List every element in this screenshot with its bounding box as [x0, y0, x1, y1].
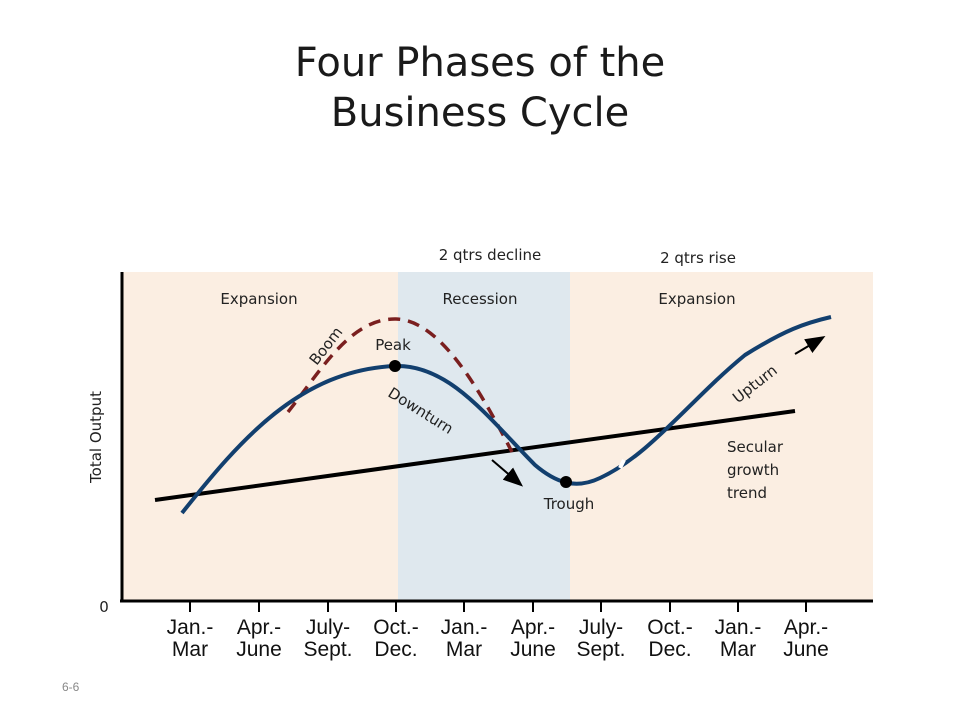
expansion-band-left	[122, 272, 398, 600]
quarter-4-line-1: Oct.-	[373, 616, 419, 639]
trend-label-line-1: Secular	[727, 438, 784, 456]
quarter-5-line-2: Mar	[446, 638, 482, 661]
quarter-3-line-1: July-	[306, 616, 350, 639]
rise-note: 2 qtrs rise	[660, 249, 736, 267]
decline-note: 2 qtrs decline	[439, 246, 542, 264]
x-tick-marks	[189, 601, 807, 612]
quarter-4-line-2: Dec.	[374, 638, 417, 661]
quarter-3-line-2: Sept.	[303, 638, 352, 661]
peak-label: Peak	[375, 336, 411, 354]
phase-label-expansion-right: Expansion	[658, 290, 735, 308]
quarter-6-line-2: June	[510, 638, 556, 661]
curve-gap-mark	[618, 459, 626, 469]
business-cycle-curve	[180, 315, 832, 515]
quarter-1-line-1: Jan.-	[167, 616, 214, 639]
trough-label: Trough	[543, 495, 595, 513]
quarter-1-line-2: Mar	[172, 638, 208, 661]
slide-title: Four Phases of the Business Cycle	[0, 38, 960, 138]
y-axis-label: Total Output	[87, 391, 105, 484]
trough-dot	[560, 476, 572, 488]
slide-number: 6-6	[62, 680, 80, 694]
trend-label-line-2: growth	[727, 461, 779, 479]
downturn-arrow	[491, 459, 524, 487]
quarter-10-line-1: Apr.-	[784, 616, 828, 639]
quarter-10-line-2: June	[783, 638, 829, 661]
quarter-2-line-1: Apr.-	[237, 616, 281, 639]
upturn-arrow	[794, 335, 826, 355]
secular-trend-line	[154, 409, 796, 502]
quarter-9-line-2: Mar	[720, 638, 756, 661]
quarter-8-line-1: Oct.-	[647, 616, 693, 639]
quarter-2-line-2: June	[236, 638, 282, 661]
peak-dot	[389, 360, 401, 372]
title-line-2: Business Cycle	[330, 90, 630, 136]
quarter-5-line-1: Jan.-	[441, 616, 488, 639]
boom-dashed-curve	[286, 317, 514, 453]
trend-label-line-3: trend	[727, 484, 767, 502]
quarter-8-line-2: Dec.	[648, 638, 691, 661]
quarter-7-line-1: July-	[579, 616, 623, 639]
quarter-9-line-1: Jan.-	[715, 616, 762, 639]
phase-label-expansion-left: Expansion	[220, 290, 297, 308]
title-line-1: Four Phases of the	[294, 40, 666, 86]
origin-label: 0	[99, 598, 109, 616]
quarter-labels: Jan.- Mar Apr.- June July- Sept. Oct.- D…	[167, 616, 829, 661]
phase-label-recession: Recession	[443, 290, 518, 308]
quarter-7-line-2: Sept.	[576, 638, 625, 661]
quarter-6-line-1: Apr.-	[511, 616, 555, 639]
recession-band	[398, 272, 570, 600]
